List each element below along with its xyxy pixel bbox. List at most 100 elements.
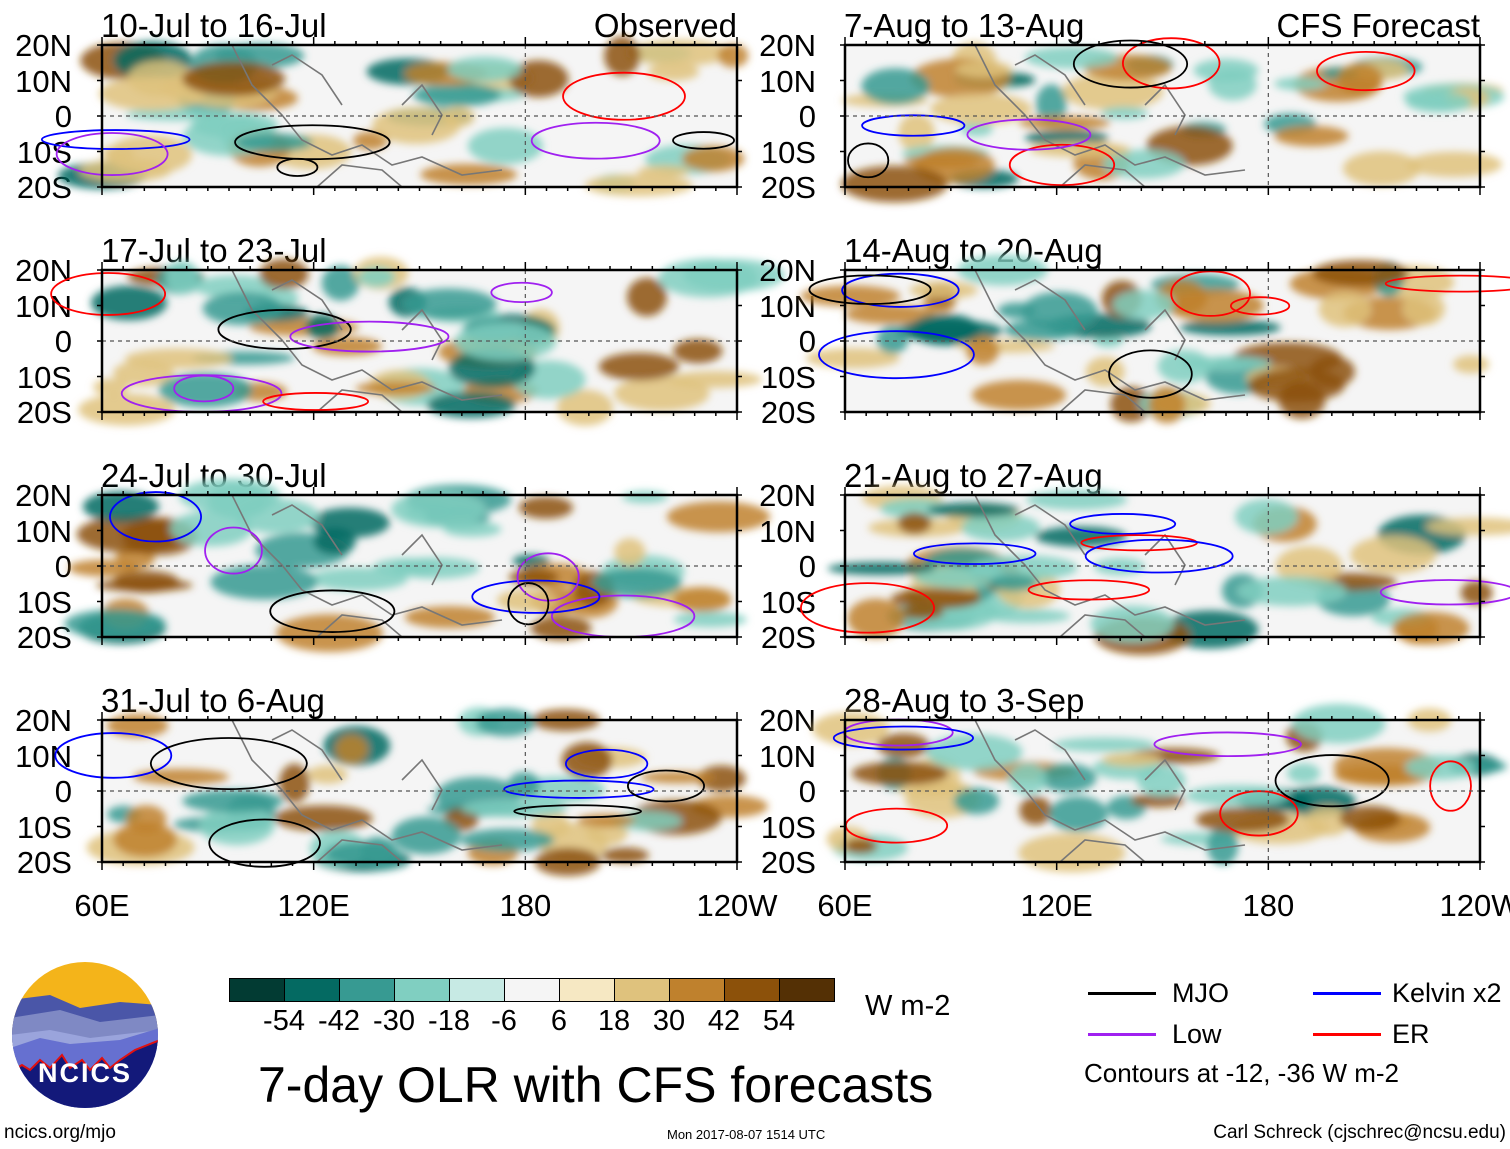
positive-olr-anomaly xyxy=(273,805,373,832)
mjo-contour xyxy=(217,309,352,350)
positive-olr-anomaly xyxy=(561,742,613,779)
er-contour xyxy=(1384,274,1510,293)
positive-olr-anomaly xyxy=(800,285,901,307)
colorbar xyxy=(229,978,835,1002)
positive-olr-anomaly xyxy=(614,538,646,566)
colorbar-label: 18 xyxy=(597,1005,631,1037)
lat-label: 10S xyxy=(760,809,816,845)
negative-olr-anomaly xyxy=(309,567,408,591)
lat-label: 10S xyxy=(16,359,72,395)
mjo-contour xyxy=(269,589,396,633)
lat-label: 20N xyxy=(759,253,816,288)
colorbar-label: 6 xyxy=(550,1005,568,1037)
colorbar-unit: W m-2 xyxy=(865,990,951,1022)
negative-olr-anomaly xyxy=(997,302,1037,319)
lon-label: 60E xyxy=(74,888,130,923)
lat-label: 20N xyxy=(759,703,816,738)
mjo-contour xyxy=(513,804,643,819)
colorbar-label: -42 xyxy=(318,1005,360,1037)
negative-olr-anomaly xyxy=(391,557,480,579)
lat-label: 10N xyxy=(15,63,72,99)
olr-map-right-2 xyxy=(800,254,1510,424)
colorbar-swatch xyxy=(285,979,340,1001)
positive-olr-anomaly xyxy=(1425,517,1510,536)
lon-label: 120E xyxy=(1020,888,1093,923)
lat-label: 20S xyxy=(16,845,72,880)
negative-olr-anomaly xyxy=(926,734,1023,771)
lat-label: 20N xyxy=(15,478,72,513)
positive-olr-anomaly xyxy=(1392,611,1470,645)
positive-olr-anomaly xyxy=(557,389,614,426)
er-contour xyxy=(50,272,167,316)
positive-olr-anomaly xyxy=(1402,292,1446,326)
mjo-contour xyxy=(1274,754,1390,808)
positive-olr-anomaly xyxy=(847,598,905,639)
mjo-contour xyxy=(672,131,735,150)
positive-olr-anomaly xyxy=(626,277,667,317)
positive-olr-anomaly xyxy=(1453,355,1490,374)
low-contour xyxy=(55,132,169,176)
negative-olr-anomaly xyxy=(1053,737,1156,752)
olr-map-right-1 xyxy=(840,37,1505,203)
lon-label: 60E xyxy=(817,888,873,923)
kelvin-contour xyxy=(1069,513,1177,535)
positive-olr-anomaly xyxy=(312,336,383,356)
positive-olr-anomaly xyxy=(1085,356,1125,387)
legend-low-label: Low xyxy=(1172,1019,1222,1049)
positive-olr-anomaly xyxy=(307,765,348,785)
positive-olr-anomaly xyxy=(372,107,461,144)
er-contour xyxy=(1230,296,1291,316)
positive-olr-anomaly xyxy=(613,376,710,411)
lat-label: 10S xyxy=(760,584,816,620)
er-contour xyxy=(800,582,935,634)
negative-olr-anomaly xyxy=(305,313,340,340)
kelvin-contour xyxy=(503,779,655,799)
colorbar-label: 54 xyxy=(762,1005,796,1037)
coastline xyxy=(231,719,503,863)
colorbar-swatch xyxy=(395,979,450,1001)
positive-olr-anomaly xyxy=(903,154,980,169)
colorbar-swatch xyxy=(725,979,780,1001)
lat-label: 20N xyxy=(15,703,72,738)
negative-olr-anomaly xyxy=(673,611,747,628)
negative-olr-anomaly xyxy=(1287,763,1321,784)
negative-olr-anomaly xyxy=(827,561,935,575)
footer-url[interactable]: ncics.org/mjo xyxy=(4,1122,116,1143)
kelvin-contour xyxy=(109,491,202,543)
negative-olr-anomaly xyxy=(169,511,253,547)
negative-olr-anomaly xyxy=(202,292,283,326)
mjo-contour xyxy=(149,737,308,791)
negative-olr-anomaly xyxy=(983,608,1071,624)
kelvin-contour xyxy=(913,542,1037,565)
lon-label: 180 xyxy=(499,888,552,923)
negative-olr-anomaly xyxy=(391,491,486,528)
positive-olr-anomaly xyxy=(598,352,680,381)
kelvin-contour xyxy=(832,725,975,751)
positive-olr-anomaly xyxy=(99,76,206,111)
kelvin-contour xyxy=(565,748,649,779)
kelvin-contour xyxy=(861,114,966,137)
negative-olr-anomaly xyxy=(1274,77,1327,91)
positive-olr-anomaly xyxy=(1195,806,1290,833)
negative-olr-anomaly xyxy=(64,609,166,639)
positive-olr-anomaly xyxy=(1148,386,1186,424)
coastline xyxy=(231,44,503,188)
lat-label: 10S xyxy=(760,359,816,395)
lat-label: 0 xyxy=(798,549,816,584)
colorbar-swatch xyxy=(780,979,834,1001)
panel-title-right-1: 7-Aug to 13-Aug xyxy=(844,7,1085,44)
mjo-contour xyxy=(234,124,391,161)
positive-olr-anomaly xyxy=(68,559,139,577)
kelvin-contour xyxy=(1084,538,1234,574)
negative-olr-anomaly xyxy=(460,828,555,852)
lat-label: 10S xyxy=(760,134,816,170)
positive-olr-anomaly xyxy=(335,734,368,764)
lon-label: 180 xyxy=(1242,888,1295,923)
positive-olr-anomaly xyxy=(1337,63,1384,95)
positive-olr-anomaly xyxy=(841,165,948,203)
colorbar-label: -18 xyxy=(428,1005,470,1037)
negative-olr-anomaly xyxy=(1035,526,1127,547)
colorbar-label: -54 xyxy=(263,1005,305,1037)
colorbar-swatch xyxy=(670,979,725,1001)
negative-olr-anomaly xyxy=(412,82,501,107)
